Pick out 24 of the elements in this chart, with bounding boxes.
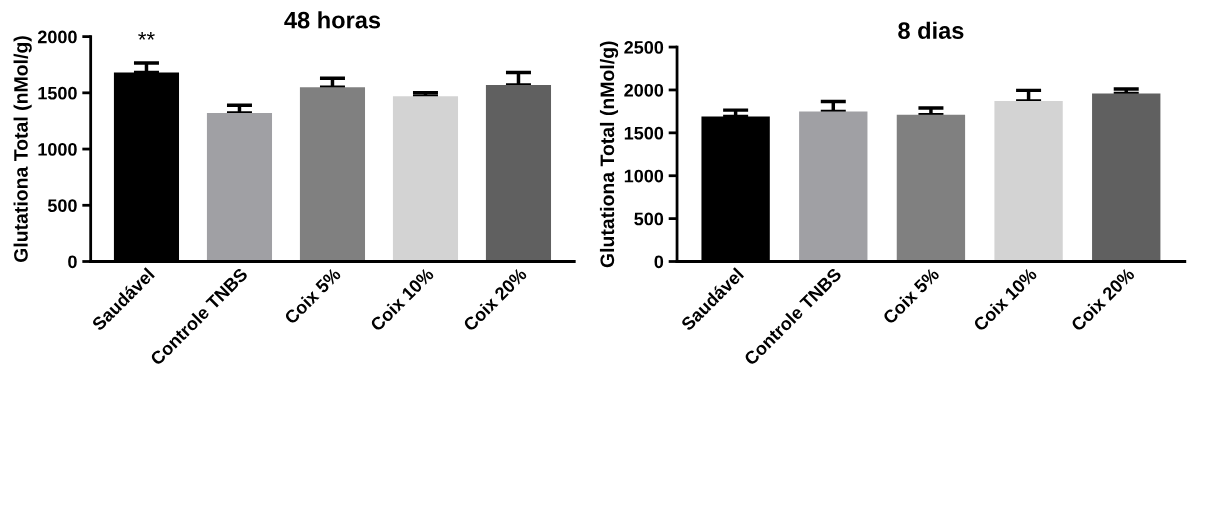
chart-title: 8 dias [898,21,964,39]
y-tick-label: 1000 [38,142,77,156]
bar [799,111,868,262]
y-tick-label: 0 [654,255,664,269]
y-tick-label: 500 [634,212,664,226]
y-tick-label: 500 [47,199,77,212]
bar [392,96,459,262]
y-tick-label: 0 [68,255,77,269]
bar [299,87,366,262]
bar [485,84,552,262]
y-tick-label: 1500 [624,126,664,140]
bar [896,114,966,262]
y-tick-label: 2000 [624,83,664,97]
bar [1092,93,1161,262]
bar [206,113,273,262]
y-axis-title: Glutationa Total (nMol/g) [13,36,32,263]
annotation: ** [138,32,155,40]
y-tick-label: 2500 [624,41,664,54]
y-tick-label: 1000 [624,169,664,183]
y-axis-title: Glutationa Total (nMol/g) [599,41,619,268]
bar [994,101,1063,262]
chart-title: 48 horas [284,11,381,29]
y-tick-label: 2000 [37,30,77,44]
y-tick-label: 1500 [38,86,77,100]
